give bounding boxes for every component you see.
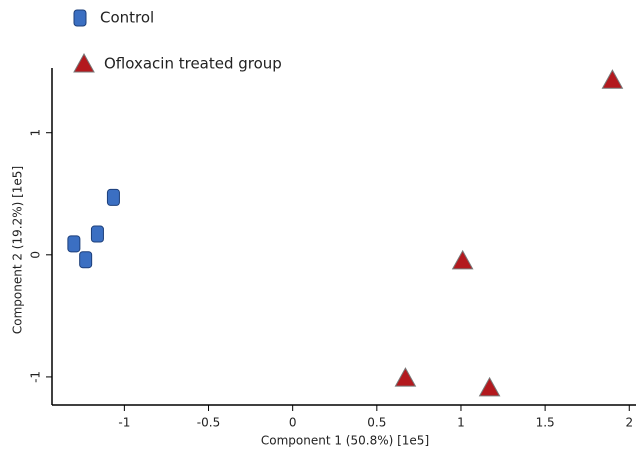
point xyxy=(394,367,417,387)
y-tick-label: 1 xyxy=(29,129,43,137)
x-axis-label: Component 1 (50.8%) [1e5] xyxy=(261,434,429,448)
point xyxy=(106,188,120,206)
legend-marker xyxy=(73,52,95,73)
point xyxy=(79,251,93,269)
x-tick-label: 0 xyxy=(289,416,297,430)
x-tick-label: 2 xyxy=(625,416,633,430)
point xyxy=(601,69,624,89)
point xyxy=(67,235,81,253)
legend-marker xyxy=(73,9,87,27)
legend-label: Control xyxy=(100,9,154,27)
x-tick-label: 0.5 xyxy=(367,416,386,430)
legend-label: Ofloxacin treated group xyxy=(104,55,282,73)
x-tick-label: 1.5 xyxy=(536,416,555,430)
point xyxy=(451,249,474,270)
x-tick-label: -1 xyxy=(118,416,130,430)
y-axis-label: Component 2 (19.2%) [1e5] xyxy=(11,166,25,334)
point xyxy=(478,376,501,397)
y-tick-label: -1 xyxy=(29,371,43,383)
y-tick-label: 0 xyxy=(29,251,43,259)
x-tick-label: -0.5 xyxy=(197,416,220,430)
x-tick-label: 1 xyxy=(457,416,465,430)
point xyxy=(90,225,104,243)
